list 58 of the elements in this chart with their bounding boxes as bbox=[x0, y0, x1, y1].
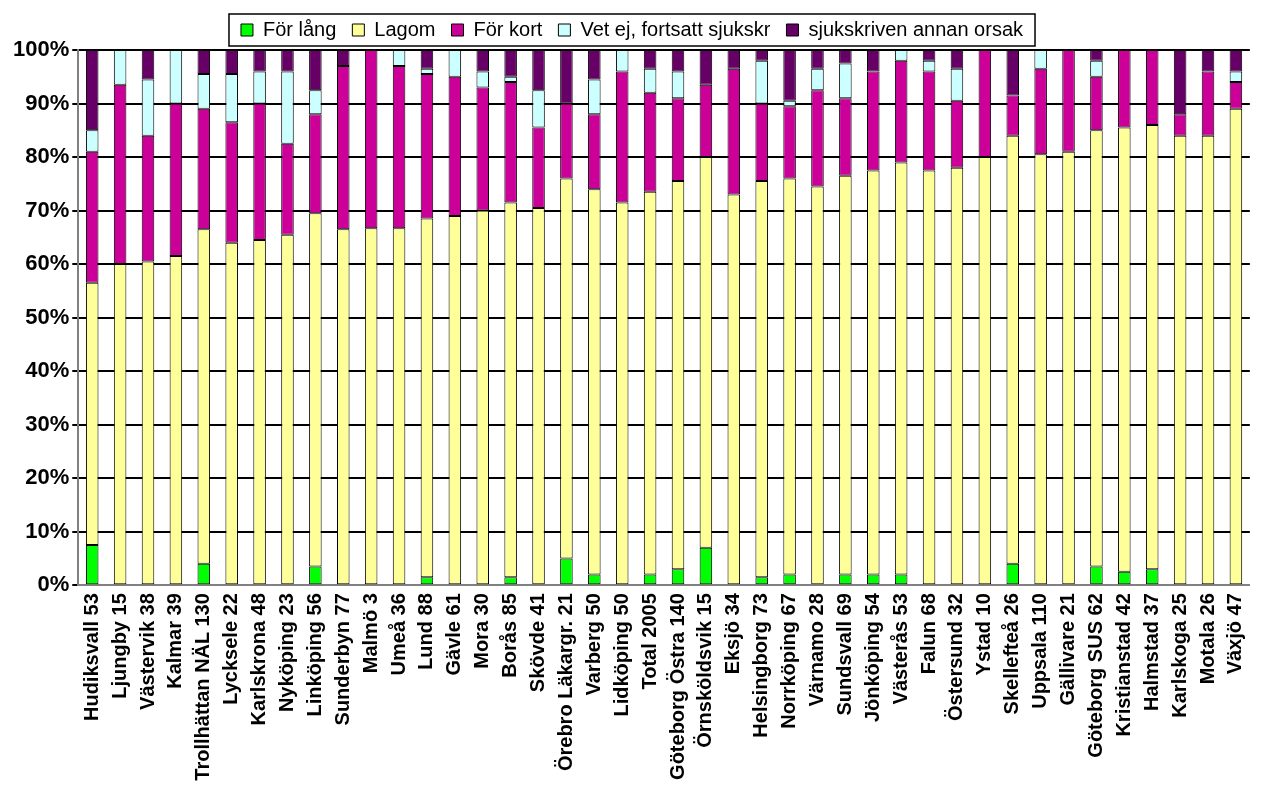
y-tick-label: 30% bbox=[25, 410, 70, 436]
y-tick-label: 80% bbox=[25, 143, 70, 169]
x-tick-label: Helsingborg 73 bbox=[749, 593, 772, 738]
x-tick-label: Motala 26 bbox=[1195, 593, 1218, 685]
x-tick-label: Ystad 10 bbox=[972, 593, 995, 676]
x-tick-label: Gällivare 21 bbox=[1056, 593, 1079, 706]
legend-label: Lagom bbox=[374, 17, 436, 40]
x-tick-label: Lidköping 50 bbox=[609, 593, 632, 717]
x-tick-label: Lund 88 bbox=[414, 593, 437, 670]
x-tick-label: Kristianstad 42 bbox=[1111, 593, 1134, 737]
x-tick-label: Värnamo 28 bbox=[805, 593, 827, 707]
x-tick-label: Jönköping 54 bbox=[860, 592, 883, 723]
legend-label: sjukskriven annan orsak bbox=[808, 17, 1025, 40]
y-tick-label: 60% bbox=[25, 250, 70, 276]
x-tick-label: Karlskrona 48 bbox=[247, 593, 270, 726]
x-tick-label: Göteborg Östra 140 bbox=[665, 593, 688, 780]
legend-label: För kort bbox=[473, 17, 543, 40]
x-tick-label: Eksjö 34 bbox=[721, 592, 744, 675]
x-tick-label: Halmstad 37 bbox=[1139, 593, 1162, 712]
y-tick-label: 10% bbox=[25, 517, 70, 543]
x-tick-label: Trollhättan NÄL 130 bbox=[191, 593, 214, 781]
x-tick-label: Karlskoga 25 bbox=[1167, 593, 1190, 718]
x-tick-label: Lycksele 22 bbox=[219, 593, 242, 705]
x-tick-label: Västerås 53 bbox=[888, 593, 911, 705]
x-tick-label: Gävle 61 bbox=[442, 593, 465, 676]
x-tick-label: Sunderbyn 77 bbox=[330, 593, 353, 726]
x-tick-label: Örebro Läkargr. 21 bbox=[553, 593, 576, 772]
x-tick-label: Total 2005 bbox=[637, 593, 660, 690]
y-tick-label: 100% bbox=[12, 36, 70, 62]
x-tick-label: Uppsala 110 bbox=[1028, 593, 1051, 709]
x-tick-label: Östersund 32 bbox=[944, 593, 967, 722]
y-tick-label: 50% bbox=[25, 303, 70, 329]
x-tick-label: Hudiksvall 53 bbox=[79, 593, 102, 722]
y-tick-label: 70% bbox=[25, 196, 70, 222]
x-tick-label: Varberg 50 bbox=[581, 593, 604, 696]
x-tick-label: Skövde 41 bbox=[526, 593, 549, 693]
legend-label: Vet ej, fortsatt sjukskr bbox=[580, 17, 771, 40]
x-tick-label: Västervik 38 bbox=[135, 593, 158, 710]
x-tick-label: Mora 30 bbox=[470, 593, 493, 669]
x-tick-label: Borås 85 bbox=[498, 593, 521, 678]
x-tick-label: Sundsvall 69 bbox=[832, 593, 855, 716]
x-tick-label: Kalmar 39 bbox=[163, 593, 186, 689]
y-tick-label: 20% bbox=[25, 464, 70, 490]
x-tick-label: Ljungby 15 bbox=[107, 593, 130, 699]
x-tick-label: Umeå 36 bbox=[386, 593, 409, 676]
x-tick-label: Växjö 47 bbox=[1223, 593, 1246, 675]
y-tick-label: 40% bbox=[25, 357, 70, 383]
x-tick-label: Nyköping 23 bbox=[274, 593, 297, 713]
x-tick-label: Malmö 3 bbox=[358, 593, 381, 674]
x-tick-label: Skellefteå 26 bbox=[1000, 593, 1023, 715]
x-tick-label: Örnsköldsvik 15 bbox=[693, 593, 716, 748]
x-tick-label: Linköping 56 bbox=[302, 593, 325, 717]
x-tick-label: Göteborg SUS 62 bbox=[1083, 593, 1106, 758]
y-tick-label: 0% bbox=[37, 571, 70, 597]
x-tick-label: Norrköping 67 bbox=[777, 593, 800, 729]
legend-label: För lång bbox=[262, 17, 337, 40]
x-tick-label: Falun 68 bbox=[916, 593, 939, 675]
y-tick-label: 90% bbox=[25, 89, 70, 115]
